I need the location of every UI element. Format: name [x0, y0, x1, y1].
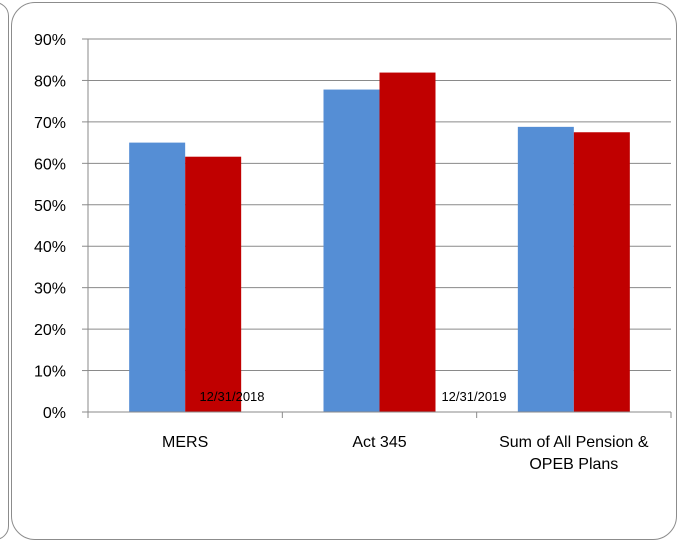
bar-2-3: [573, 132, 630, 412]
bar-2-1: [185, 156, 242, 412]
legend-label-series-1: 12/31/2018: [199, 389, 264, 404]
y-tick-label: 30%: [34, 281, 66, 298]
y-tick-label: 80%: [34, 73, 66, 90]
y-tick-label: 60%: [34, 156, 66, 173]
y-tick-label: 20%: [34, 322, 66, 339]
y-tick-label: 70%: [34, 115, 66, 132]
y-tick-label: 10%: [34, 364, 66, 381]
x-category-label: Sum of All Pension & OPEB Plans: [499, 434, 649, 473]
y-tick-label: 50%: [34, 198, 66, 215]
bar-2-2: [379, 72, 436, 412]
bar-1-1: [129, 142, 186, 412]
y-tick-label: 0%: [43, 405, 66, 422]
bar-1-2: [323, 89, 380, 412]
bars: [129, 72, 630, 413]
y-tick-label: 90%: [34, 32, 66, 49]
x-category-label: Act 345: [352, 434, 406, 451]
legend-label-series-2: 12/31/2019: [441, 389, 506, 404]
axes: [82, 38, 672, 418]
labels: 0% 10% 20% 30% 40% 50% 60% 70% 80% 90% MERS Act 345…: [34, 32, 649, 473]
y-tick-label: 40%: [34, 239, 66, 256]
x-category-label: MERS: [162, 434, 208, 451]
bar-1-3: [517, 126, 574, 413]
